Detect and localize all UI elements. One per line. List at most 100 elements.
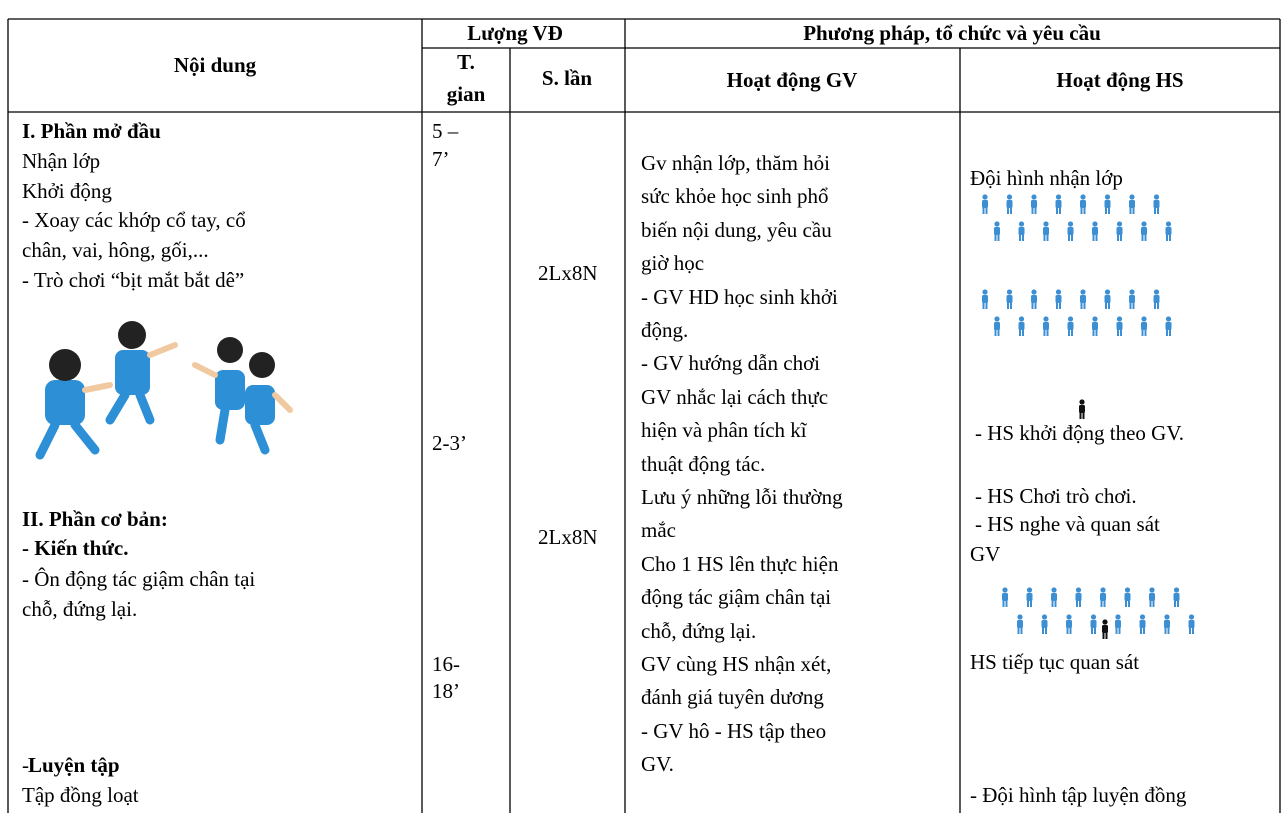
student-icon: [1006, 289, 1013, 309]
header-cell: Nội dung: [173, 53, 257, 77]
content-line: -: [22, 753, 29, 777]
student-icon: [1153, 289, 1160, 309]
student-icon: [1164, 614, 1170, 634]
student-icon: [1092, 316, 1098, 336]
student-icon: [1067, 316, 1074, 336]
teacher-line: động tác giậm chân tại: [641, 585, 832, 610]
student-icon: [1188, 614, 1195, 634]
student-icon: [1139, 614, 1146, 634]
student-icon: [1102, 619, 1108, 639]
student-icon: [1079, 399, 1085, 419]
student-icon: [1031, 289, 1037, 309]
student-icon: [1092, 221, 1098, 241]
content-line: chỗ, đứng lại.: [22, 597, 138, 621]
content-line: Luyện tập: [28, 753, 120, 777]
content-line: - Xoay các khớp cổ tay, cổ: [22, 208, 246, 232]
time-cell: 7’: [432, 147, 450, 171]
header-cell: Phương pháp, tổ chức và yêu cầu: [803, 21, 1101, 45]
content-line: chân, vai, hông, gối,...: [22, 238, 209, 262]
student-icon: [1153, 194, 1160, 214]
time-cell: 16-: [432, 652, 460, 676]
student-icon: [1043, 221, 1049, 241]
teacher-line: sức khỏe học sinh phổ: [641, 184, 829, 209]
student-icon: [1002, 587, 1008, 607]
content-line: - Kiến thức.: [22, 536, 129, 560]
teacher-line: Cho 1 HS lên thực hiện: [641, 551, 839, 576]
student-icon: [1116, 221, 1123, 241]
teacher-line: hiện và phân tích kĩ: [641, 418, 807, 443]
student-icon: [1124, 587, 1131, 607]
teacher-line: chỗ, đứng lại.: [641, 618, 757, 643]
reps-cell: 2Lx8N: [538, 525, 598, 549]
student-icon: [1104, 194, 1111, 214]
teacher-line: đánh giá tuyên dương: [641, 685, 824, 710]
student-icon: [1018, 221, 1025, 241]
student-icon: [1055, 289, 1062, 309]
student-icon: [1165, 221, 1172, 241]
reps-cell: 2Lx8N: [538, 261, 598, 285]
student-line: Đội hình nhận lớp: [970, 166, 1123, 190]
student-icon: [1017, 614, 1023, 634]
teacher-line: giờ học: [641, 251, 705, 276]
teacher-line: - GV hô - HS tập theo: [641, 718, 827, 743]
content-line: II. Phần cơ bản:: [22, 507, 168, 531]
teacher-line: động.: [641, 318, 689, 342]
game-illustration: [35, 321, 293, 460]
teacher-line: GV.: [641, 752, 674, 777]
content-line: - Ôn động tác giậm chân tại: [22, 567, 256, 591]
content-line: - Trò chơi “bịt mắt bắt dê”: [22, 268, 245, 292]
student-icon: [1129, 194, 1135, 214]
teacher-line: GV nhắc lại cách thực: [641, 384, 829, 409]
student-icon: [1006, 194, 1013, 214]
student-icon: [1141, 221, 1147, 241]
student-icon: [1104, 289, 1111, 309]
teacher-line: - GV hướng dẫn chơi: [641, 351, 821, 376]
student-icon: [982, 289, 988, 309]
student-line: - Đội hình tập luyện đồng: [970, 783, 1187, 807]
header-cell: Lượng VĐ: [467, 21, 563, 45]
student-icon: [1018, 316, 1025, 336]
header-cell: S. lần: [541, 66, 593, 90]
header-cell: Hoạt động GV: [726, 68, 858, 92]
header-cell: T.: [457, 50, 475, 74]
content-line: Tập đồng loạt: [22, 783, 139, 807]
time-cell: 5 –: [432, 119, 459, 143]
student-icon: [1043, 316, 1049, 336]
student-icon: [1149, 587, 1155, 607]
time-cell: 2-3’: [432, 431, 467, 455]
student-icon: [994, 316, 1000, 336]
student-icon: [1115, 614, 1121, 634]
student-icon: [1173, 587, 1180, 607]
student-icon: [1051, 587, 1057, 607]
student-line: - HS Chơi trò chơi.: [975, 484, 1137, 508]
teacher-line: - GV HD học sinh khởi: [641, 284, 838, 309]
time-cell: 18’: [432, 679, 460, 703]
student-icon: [982, 194, 988, 214]
student-icon: [1129, 289, 1135, 309]
student-icon: [1090, 614, 1097, 634]
content-line: Nhận lớp: [22, 149, 101, 173]
student-icon: [1067, 221, 1074, 241]
student-line: - HS khởi động theo GV.: [975, 421, 1185, 445]
content-line: I. Phần mở đầu: [22, 119, 161, 143]
teacher-line: mắc: [641, 518, 676, 543]
header-cell: Hoạt động HS: [1056, 68, 1184, 92]
teacher-line: biến nội dung, yêu cầu: [641, 217, 832, 242]
student-icon: [1055, 194, 1062, 214]
student-line: - HS nghe và quan sát: [975, 512, 1160, 536]
student-icon: [994, 221, 1000, 241]
student-icon: [1026, 587, 1033, 607]
teacher-line: Gv nhận lớp, thăm hỏi: [641, 151, 830, 175]
student-icon: [1041, 614, 1048, 634]
student-icon: [1075, 587, 1082, 607]
student-line: GV: [970, 542, 1001, 566]
teacher-line: GV cùng HS nhận xét,: [641, 652, 832, 676]
student-icon: [1116, 316, 1123, 336]
student-icon: [1080, 194, 1086, 214]
student-icon: [1066, 614, 1072, 634]
student-icon: [1080, 289, 1086, 309]
content-line: Khởi động: [22, 179, 112, 203]
student-icon: [1100, 587, 1106, 607]
